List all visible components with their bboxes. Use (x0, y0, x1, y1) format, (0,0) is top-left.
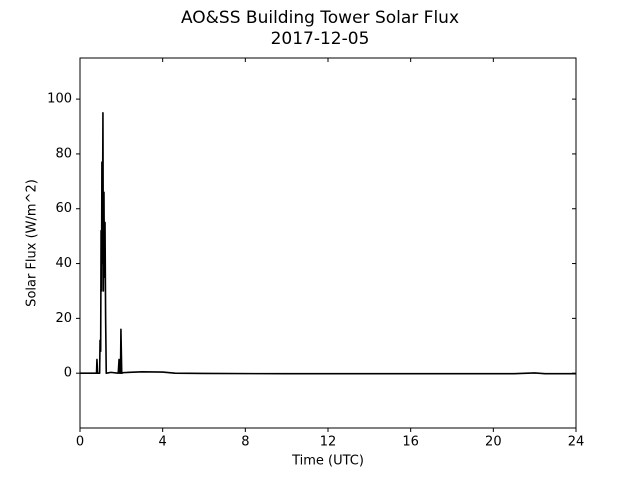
x-axis-label: Time (UTC) (291, 454, 364, 469)
y-tick-label: 20 (55, 311, 72, 326)
y-axis-label: Solar Flux (W/m^2) (25, 179, 40, 307)
x-tick-label: 24 (568, 435, 585, 450)
plot-frame (79, 57, 577, 429)
x-tick-label: 12 (320, 435, 337, 450)
chart-title: AO&SS Building Tower Solar Flux (181, 8, 459, 28)
x-tick-label: 20 (485, 435, 502, 450)
y-tick-label: 100 (47, 92, 72, 107)
x-tick-label: 16 (402, 435, 419, 450)
y-tick-label: 40 (55, 256, 72, 271)
y-tick-label: 60 (55, 201, 72, 216)
chart-subtitle: 2017-12-05 (271, 29, 370, 49)
y-tick-label: 80 (55, 146, 72, 161)
x-tick-label: 0 (76, 435, 84, 450)
x-tick-label: 4 (159, 435, 167, 450)
x-tick-label: 8 (241, 435, 249, 450)
y-tick-label: 0 (64, 366, 72, 381)
data-line (80, 112, 576, 375)
